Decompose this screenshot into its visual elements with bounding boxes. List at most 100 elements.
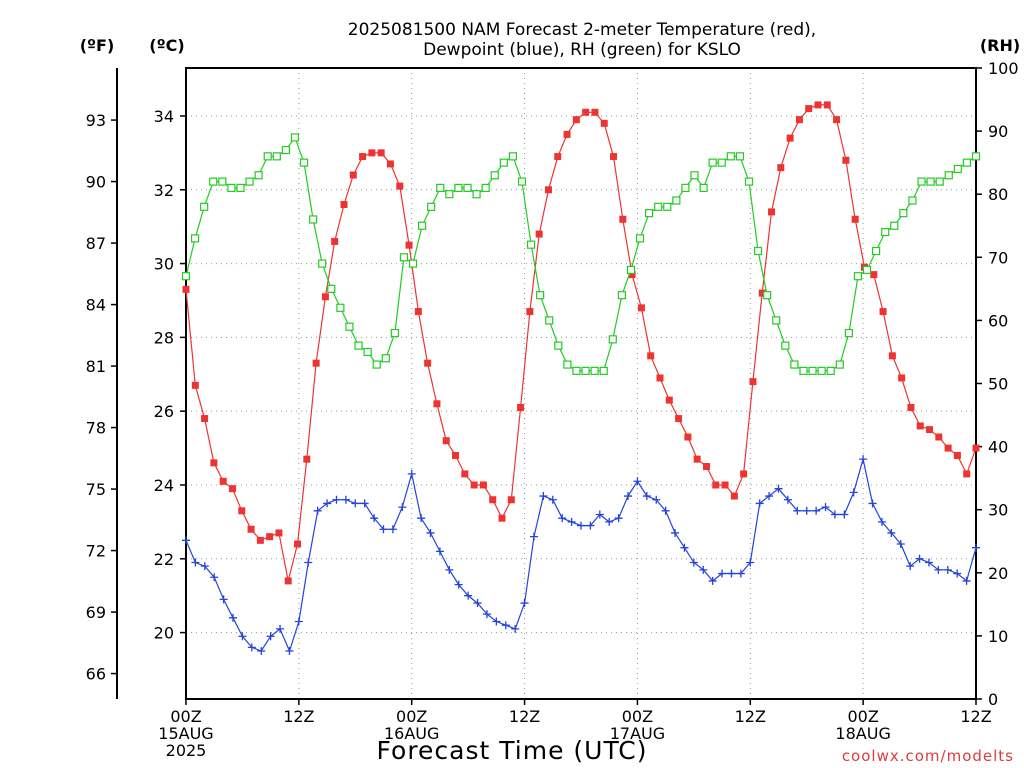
rh-point (790, 360, 799, 369)
temperature-point (814, 101, 822, 109)
dewpoint-point (219, 595, 228, 604)
fahrenheit-tick-label: 66 (86, 665, 106, 684)
temperature-point (256, 536, 264, 544)
fahrenheit-tick-label: 78 (86, 419, 106, 438)
temperature-point (284, 577, 292, 585)
dewpoint-point (558, 514, 567, 523)
dewpoint-point (435, 547, 444, 556)
dewpoint-point (943, 565, 952, 574)
temperature-point (916, 422, 924, 430)
rh-point (536, 291, 545, 300)
rh-point (699, 183, 708, 192)
dewpoint-point (473, 599, 482, 608)
rh-point (427, 202, 436, 211)
rh-point (508, 152, 517, 161)
rh-point (826, 366, 835, 375)
temperature-point (349, 171, 357, 179)
rh-point (590, 366, 599, 375)
dewpoint-point (934, 565, 943, 574)
temperature-point (554, 153, 562, 161)
dewpoint-point (511, 624, 520, 633)
rh-point (472, 190, 481, 199)
temperature-point (312, 359, 320, 367)
dewpoint-point (671, 528, 680, 537)
time-tick-label: 16AUG (384, 724, 439, 743)
dewpoint-point (276, 624, 285, 633)
temperature-point (833, 116, 841, 124)
dewpoint-point (398, 503, 407, 512)
time-tick-label: 12Z (283, 707, 314, 726)
dewpoint-point (699, 565, 708, 574)
rh-point (899, 209, 908, 218)
rh-point (417, 221, 427, 230)
dewpoint-point (266, 632, 275, 641)
dewpoint-point (652, 495, 661, 504)
dewpoint-point (454, 580, 463, 589)
temperature-point (842, 156, 850, 164)
rh-axis: 0 10 20 30 40 50 60 70 80 90 100 (976, 59, 1019, 709)
dewpoint-point (708, 576, 717, 585)
temperature-line (185, 104, 977, 582)
rh-tick-label: 100 (988, 59, 1019, 78)
fahrenheit-tick-label: 90 (86, 173, 106, 192)
dewpoint-point (492, 617, 501, 626)
temperature-point (600, 119, 608, 127)
temperature-point (926, 426, 934, 434)
rh-point (209, 177, 218, 186)
temperature-point (228, 485, 236, 493)
temperature-point (247, 525, 255, 533)
temperature-point (442, 437, 450, 445)
fahrenheit-tick-label: 75 (86, 480, 106, 499)
temperature-point (619, 215, 627, 223)
rh-point (281, 145, 290, 155)
rh-point (372, 360, 381, 369)
rh-point (309, 215, 318, 224)
time-tick-label: 00Z (847, 707, 878, 726)
dewpoint-point (351, 499, 360, 508)
dewpoint-point (191, 558, 200, 567)
dewpoint-point (680, 543, 689, 552)
temperature-point (870, 271, 878, 279)
temperature-point (749, 378, 757, 386)
dewpoint-point (736, 569, 745, 578)
temperature-point (191, 381, 199, 389)
time-tick-label: 2025 (166, 741, 207, 760)
temperature-point (303, 455, 311, 463)
fahrenheit-tick-label: 84 (86, 296, 106, 315)
temperature-point (507, 496, 515, 504)
dewpoint-point (464, 591, 473, 600)
rh-point (399, 253, 409, 262)
temperature-point (563, 130, 571, 138)
dewpoint-point (727, 569, 736, 578)
temperature-point (702, 463, 710, 471)
dewpoint-point (802, 506, 811, 515)
temperature-point (795, 116, 803, 124)
rh-point (190, 234, 200, 243)
rh-point (445, 190, 454, 199)
dewpoint-point (605, 517, 614, 526)
temperature-point (294, 540, 302, 548)
rh-point (617, 291, 626, 300)
dewpoint-point (229, 613, 238, 622)
dewpoint-point (520, 599, 529, 608)
time-tick-label: 18AUG (835, 724, 890, 743)
dewpoint-point (765, 492, 774, 501)
dewpoint-point (849, 488, 858, 497)
temperature-point (331, 237, 339, 245)
dewpoint-point (924, 558, 933, 567)
temperature-point (210, 459, 218, 467)
dewpoint-point (586, 521, 595, 530)
time-tick-label: 00Z (170, 707, 201, 726)
dewpoint-point (906, 562, 915, 571)
temperature-point (637, 304, 645, 312)
rh-point (499, 158, 508, 167)
rh-point (717, 158, 726, 167)
dewpoint-point (370, 514, 379, 523)
chart-title-line-1: 2025081500 NAM Forecast 2-meter Temperat… (348, 20, 816, 40)
temperature-point (535, 230, 543, 238)
fahrenheit-unit-label: (ºF) (80, 36, 115, 55)
rh-point (844, 328, 853, 338)
rh-point (635, 234, 645, 243)
rh-point (872, 246, 881, 256)
rh-point (808, 366, 817, 375)
